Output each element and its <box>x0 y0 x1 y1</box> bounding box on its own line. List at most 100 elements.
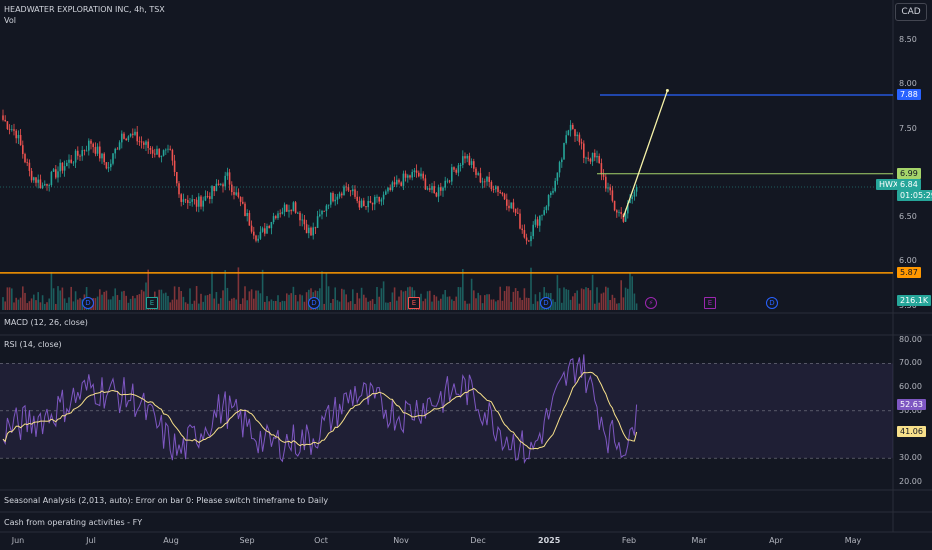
candle-body <box>178 183 180 195</box>
volume-bar <box>68 297 70 310</box>
time-axis-label: Aug <box>163 536 179 545</box>
candle-body <box>110 163 112 168</box>
event-marker-split[interactable]: ⚡ <box>645 297 657 309</box>
event-marker-earnings[interactable]: E <box>146 297 158 309</box>
volume-bar <box>484 295 486 310</box>
volume-bar <box>19 297 22 310</box>
volume-bar <box>167 295 169 310</box>
event-marker-dividend[interactable]: D <box>540 297 552 309</box>
candle-body <box>444 180 446 188</box>
volume-bar <box>184 302 187 310</box>
event-marker-dividend[interactable]: D <box>766 297 778 309</box>
event-marker-dividend[interactable]: D <box>308 297 320 309</box>
price-tick-label: 7.50 <box>899 123 917 133</box>
volume-bar <box>198 303 200 310</box>
ticker-label: HWX <box>876 179 902 190</box>
candle-body <box>565 135 567 143</box>
volume-bar <box>464 300 466 310</box>
candle-body <box>631 196 633 200</box>
volume-bar <box>380 288 383 310</box>
event-marker-earnings[interactable]: E <box>408 297 420 309</box>
candle-body <box>57 171 59 178</box>
rsi-tick-label: 80.00 <box>899 334 922 344</box>
candle-body <box>281 211 284 214</box>
candle-body <box>506 199 508 206</box>
volume-bar <box>101 294 103 310</box>
volume-bar <box>404 290 407 310</box>
volume-bar <box>521 299 523 310</box>
volume-bar <box>118 299 121 310</box>
volume-bar <box>52 288 55 310</box>
candle-body <box>184 199 187 201</box>
volume-bar <box>224 270 226 310</box>
volume-bar <box>250 289 253 310</box>
volume-bar <box>609 300 611 310</box>
candle-body <box>627 203 629 214</box>
volume-bar <box>59 290 61 310</box>
volume-bar <box>481 303 484 310</box>
volume-bar <box>565 289 567 310</box>
candle-body <box>459 164 462 166</box>
volume-bar <box>446 296 449 310</box>
candle-body <box>297 212 299 214</box>
volume-bar <box>189 288 191 310</box>
volume-bar <box>283 301 286 310</box>
candle-body <box>279 213 281 215</box>
candle-body <box>220 184 222 186</box>
currency-button[interactable]: CAD <box>895 3 927 21</box>
volume-bar <box>580 288 583 310</box>
event-marker-earnings[interactable]: E <box>704 297 716 309</box>
cashflow-label[interactable]: Cash from operating activities - FY <box>4 518 143 527</box>
volume-bar <box>497 300 499 310</box>
volume-bar <box>13 302 15 310</box>
last-price-box: HWX 6.84 01:05:29 <box>876 179 932 201</box>
rsi-label[interactable]: RSI (14, close) <box>4 340 62 349</box>
candle-body <box>486 176 488 182</box>
candle-body <box>534 219 537 225</box>
projection-line <box>622 90 669 218</box>
candle-body <box>365 206 367 208</box>
volume-bar <box>506 286 508 310</box>
volume-bar <box>178 286 180 310</box>
candle-body <box>550 192 552 196</box>
time-axis-label: May <box>844 536 862 545</box>
candle-body <box>349 190 352 192</box>
volume-bar <box>321 271 323 310</box>
candle-body <box>481 181 484 183</box>
event-marker-dividend[interactable]: D <box>82 297 94 309</box>
seasonal-label[interactable]: Seasonal Analysis (2,013, auto): Error o… <box>4 496 329 505</box>
candle-body <box>90 140 92 144</box>
candle-body <box>37 179 39 183</box>
candle-body <box>283 204 286 212</box>
candle-body <box>92 143 94 148</box>
candle-body <box>338 193 341 197</box>
macd-label[interactable]: MACD (12, 26, close) <box>4 318 88 327</box>
volume-bar <box>607 287 609 310</box>
candle-body <box>389 187 391 190</box>
candle-body <box>213 186 215 192</box>
candle-body <box>554 180 556 191</box>
volume-bar <box>112 296 114 310</box>
volume-bar <box>41 295 44 310</box>
candle-body <box>618 211 620 213</box>
volume-bar <box>303 301 306 310</box>
candle-body <box>563 142 565 160</box>
candle-body <box>79 155 81 157</box>
volume-bar <box>22 286 24 310</box>
volume-bar <box>46 302 48 310</box>
volume-bar <box>501 300 504 310</box>
candle-body <box>466 155 468 159</box>
candle-body <box>391 182 394 190</box>
volume-bar <box>490 299 493 310</box>
volume-bar <box>268 301 270 310</box>
volume-bar <box>24 292 26 310</box>
candle-body <box>508 205 510 209</box>
volume-bar <box>374 303 376 310</box>
candle-body <box>424 178 427 190</box>
volume-bar <box>369 300 372 310</box>
candle-body <box>233 192 235 195</box>
level-orange-price-box: 5.87 <box>897 267 921 279</box>
candle-body <box>589 158 592 162</box>
